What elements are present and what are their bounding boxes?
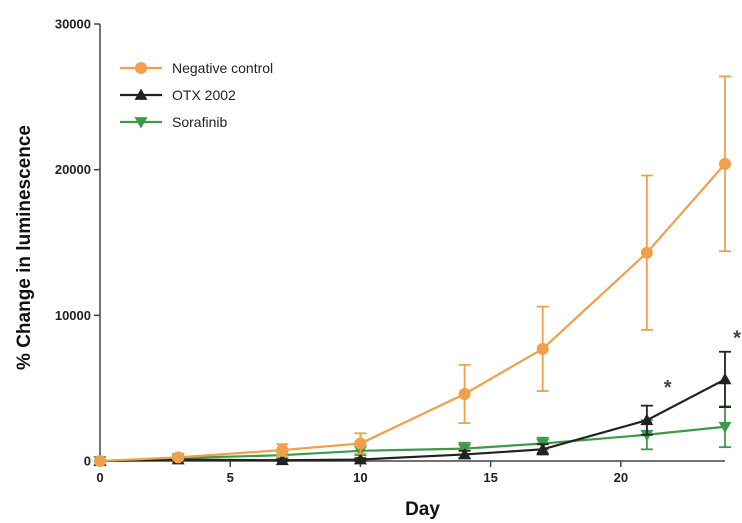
series-line <box>99 163 726 463</box>
data-point <box>536 342 549 355</box>
series-layer <box>93 75 732 468</box>
data-point <box>458 447 472 460</box>
x-tick-label: 5 <box>227 470 234 485</box>
data-point <box>275 453 289 466</box>
data-point <box>276 444 289 457</box>
legend-item: Negative control <box>120 60 273 76</box>
legend-label: OTX 2002 <box>172 87 236 103</box>
data-point <box>718 421 732 434</box>
series-negative-control <box>94 75 731 467</box>
legend-marker <box>135 62 147 74</box>
x-axis-title: Day <box>405 499 440 520</box>
legend-item: Sorafinib <box>120 114 227 130</box>
data-point <box>640 246 653 259</box>
significance-asterisk: * <box>733 327 741 349</box>
legend: Negative control OTX 2002 Sorafinib <box>120 60 273 130</box>
y-axis-ticks: 0 10000 20000 30000 <box>55 17 100 469</box>
annotations: ** <box>664 327 741 399</box>
legend-label: Sorafinib <box>172 114 227 130</box>
y-tick-label: 30000 <box>55 17 91 32</box>
legend-item: OTX 2002 <box>120 87 236 103</box>
y-axis-title: % Change in luminescence <box>14 125 35 370</box>
data-point <box>353 453 367 465</box>
significance-asterisk: * <box>664 377 672 399</box>
data-point <box>719 157 731 170</box>
x-tick-label: 20 <box>614 470 628 485</box>
data-point <box>458 387 471 400</box>
data-point <box>172 451 185 464</box>
data-point <box>354 437 367 450</box>
x-tick-label: 0 <box>96 470 103 485</box>
data-point <box>718 372 732 385</box>
legend-marker <box>134 88 148 100</box>
y-tick-label: 20000 <box>55 162 91 177</box>
x-axis-ticks: 0 5 10 15 20 <box>96 461 628 485</box>
data-point <box>94 455 106 467</box>
series-line <box>99 378 726 463</box>
data-point <box>536 442 550 455</box>
data-point <box>640 413 654 426</box>
series-sorafinib <box>93 405 732 468</box>
y-tick-label: 10000 <box>55 308 91 323</box>
x-tick-label: 10 <box>353 470 367 485</box>
series-line <box>99 425 726 463</box>
x-tick-label: 15 <box>483 470 497 485</box>
legend-marker <box>134 117 148 129</box>
y-tick-label: 0 <box>84 454 91 469</box>
legend-label: Negative control <box>172 60 273 76</box>
